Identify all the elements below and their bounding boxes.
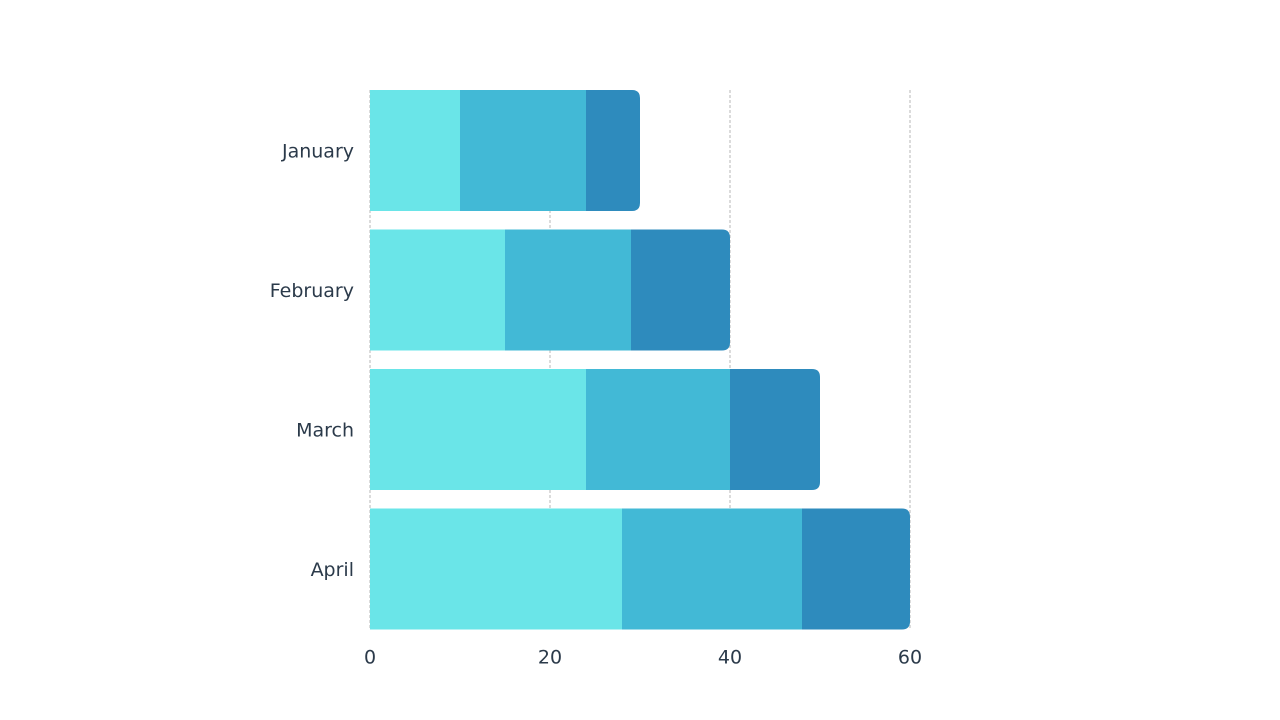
x-tick-label: 20 xyxy=(538,647,562,669)
category-label: February xyxy=(270,280,354,302)
bar-segment xyxy=(631,229,730,351)
category-label: January xyxy=(281,141,354,163)
bar-group-april xyxy=(370,508,910,630)
bar-segment xyxy=(802,508,910,630)
bar-segment xyxy=(370,229,506,351)
bar-segment xyxy=(370,508,623,630)
bar-segment xyxy=(460,90,587,211)
bar-segment xyxy=(730,369,820,490)
x-tick-label: 60 xyxy=(898,647,922,669)
bar-segment xyxy=(505,229,632,351)
bar-group-march xyxy=(370,369,820,490)
bar-segment xyxy=(370,90,461,211)
category-labels: January February March April xyxy=(270,141,354,582)
x-tick-label: 0 xyxy=(364,647,376,669)
bar-segment xyxy=(370,369,587,490)
category-label: April xyxy=(311,559,354,581)
bar-group-february xyxy=(370,229,730,351)
x-axis-ticks: 0 20 40 60 xyxy=(364,647,922,669)
bars xyxy=(370,90,910,630)
bar-segment xyxy=(586,90,640,211)
bar-group-january xyxy=(370,90,640,211)
bar-segment xyxy=(622,508,803,630)
x-tick-label: 40 xyxy=(718,647,742,669)
category-label: March xyxy=(296,420,354,442)
bar-segment xyxy=(586,369,731,490)
